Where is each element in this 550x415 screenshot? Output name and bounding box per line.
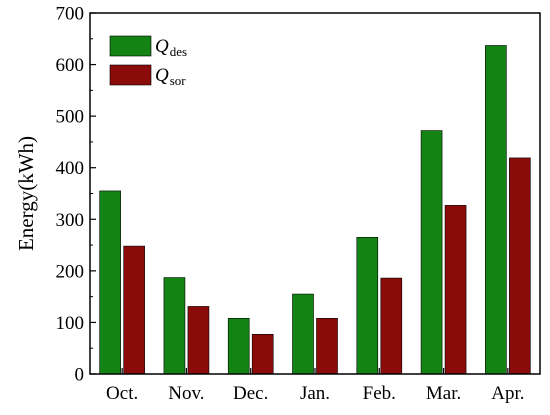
bar-sor-oct [123, 245, 145, 375]
bar-des-oct [99, 190, 121, 375]
legend-subscript-sor: sor [170, 73, 187, 88]
bar-sor-nov [187, 306, 210, 375]
bar-sor-dec [251, 333, 274, 375]
y-tick-label: 300 [56, 210, 85, 231]
y-tick-label: 700 [56, 4, 85, 25]
x-tick-label: Nov. [168, 383, 204, 404]
x-tick-label: Oct. [106, 383, 138, 404]
legend-swatch-sor [109, 64, 152, 86]
bar-des-feb [356, 237, 379, 375]
y-tick-label: 400 [56, 158, 85, 179]
x-tick-label: Feb. [363, 383, 396, 404]
y-tick-label: 100 [56, 313, 85, 334]
y-tick-label: 0 [75, 365, 85, 386]
y-tick-label: 500 [56, 107, 85, 128]
bar-des-mar [420, 130, 443, 375]
bar-des-apr [485, 45, 507, 375]
legend-label-des: Qdes [155, 36, 187, 59]
legend: Qdes Qsor [109, 35, 187, 88]
x-tick-label: Dec. [233, 383, 268, 404]
x-axis: Oct. Nov. Dec. Jan. Feb. Mar. Apr. [106, 368, 524, 404]
bar-des-dec [227, 318, 250, 375]
bar-sor-apr [509, 157, 531, 375]
y-tick-label: 200 [56, 261, 85, 282]
bar-des-nov [163, 277, 186, 375]
legend-swatch-des [109, 35, 152, 57]
x-tick-label: Apr. [491, 383, 524, 404]
y-axis-title: Energy(kWh) [14, 136, 38, 251]
legend-label-sor: Qsor [155, 65, 186, 88]
y-tick-label: 600 [56, 55, 85, 76]
bars-layer [99, 45, 531, 375]
legend-subscript-des: des [170, 44, 187, 59]
x-tick-label: Mar. [426, 383, 461, 404]
y-axis: 0 100 200 300 400 500 600 700 [56, 4, 96, 386]
x-tick-label: Jan. [300, 383, 330, 404]
bar-des-jan [292, 293, 314, 375]
bar-sor-jan [316, 318, 338, 375]
bar-sor-feb [380, 277, 403, 375]
bar-sor-mar [444, 205, 467, 375]
